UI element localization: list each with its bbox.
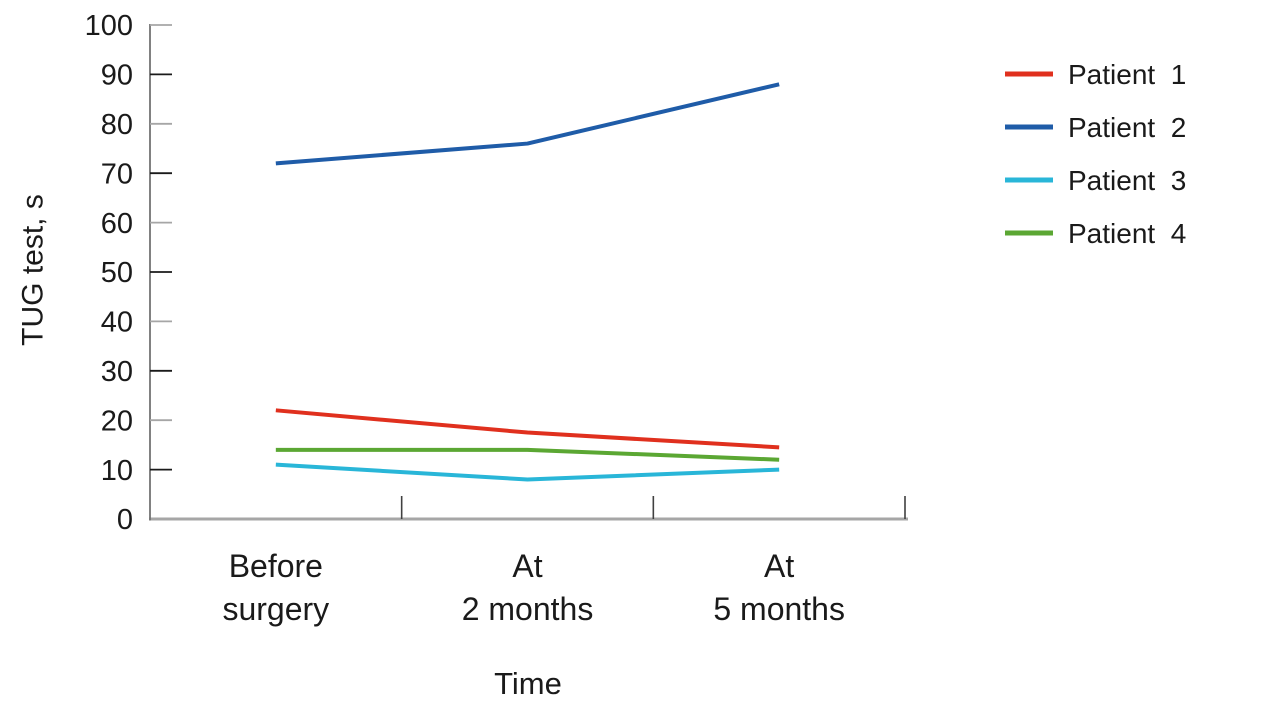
x-axis-ticks bbox=[400, 496, 906, 519]
legend-item-patient-3: Patient 3 bbox=[1005, 165, 1186, 196]
legend-item-patient-4: Patient 4 bbox=[1005, 218, 1186, 249]
x-category-label-2-line-1: At bbox=[512, 548, 542, 584]
legend-item-patient-2: Patient 2 bbox=[1005, 112, 1186, 143]
y-tick-label-30: 30 bbox=[101, 356, 133, 388]
series-lines bbox=[275, 82, 780, 482]
series-line-patient-3 bbox=[275, 462, 780, 482]
legend: Patient 1 Patient 2 Patient 3 Patient 4 bbox=[1005, 59, 1186, 249]
y-tick-label-10: 10 bbox=[101, 455, 133, 487]
y-tick-label-50: 50 bbox=[101, 257, 133, 289]
legend-label-patient-2: Patient 2 bbox=[1068, 112, 1186, 143]
x-category-label-3-line-2: 5 months bbox=[713, 591, 845, 627]
y-axis-ticks bbox=[150, 24, 172, 471]
y-tick-label-60: 60 bbox=[101, 208, 133, 240]
y-tick-label-40: 40 bbox=[101, 307, 133, 339]
y-tick-label-90: 90 bbox=[101, 60, 133, 92]
x-axis-title: Time bbox=[494, 666, 562, 701]
x-category-label-3-line-1: At bbox=[764, 548, 794, 584]
legend-label-patient-1: Patient 1 bbox=[1068, 59, 1186, 90]
y-tick-label-20: 20 bbox=[101, 405, 133, 437]
series-line-patient-2 bbox=[275, 82, 780, 166]
series-line-patient-4 bbox=[275, 447, 780, 462]
x-category-label-1-line-1: Before bbox=[229, 548, 323, 584]
series-line-patient-1 bbox=[275, 408, 780, 450]
legend-label-patient-4: Patient 4 bbox=[1068, 218, 1186, 249]
y-tick-label-100: 100 bbox=[85, 10, 133, 42]
x-category-label-2-line-2: 2 months bbox=[462, 591, 594, 627]
legend-label-patient-3: Patient 3 bbox=[1068, 165, 1186, 196]
y-axis-title: TUG test, s bbox=[17, 194, 50, 346]
y-tick-label-80: 80 bbox=[101, 109, 133, 141]
x-axis-category-labels: Before surgery At 2 months At 5 months bbox=[222, 548, 844, 627]
legend-item-patient-1: Patient 1 bbox=[1005, 59, 1186, 90]
y-axis-tick-labels: 0 10 20 30 40 50 60 70 80 90 100 bbox=[85, 10, 133, 536]
y-tick-label-70: 70 bbox=[101, 158, 133, 190]
y-tick-label-0: 0 bbox=[117, 504, 133, 536]
x-category-label-1-line-2: surgery bbox=[222, 591, 329, 627]
